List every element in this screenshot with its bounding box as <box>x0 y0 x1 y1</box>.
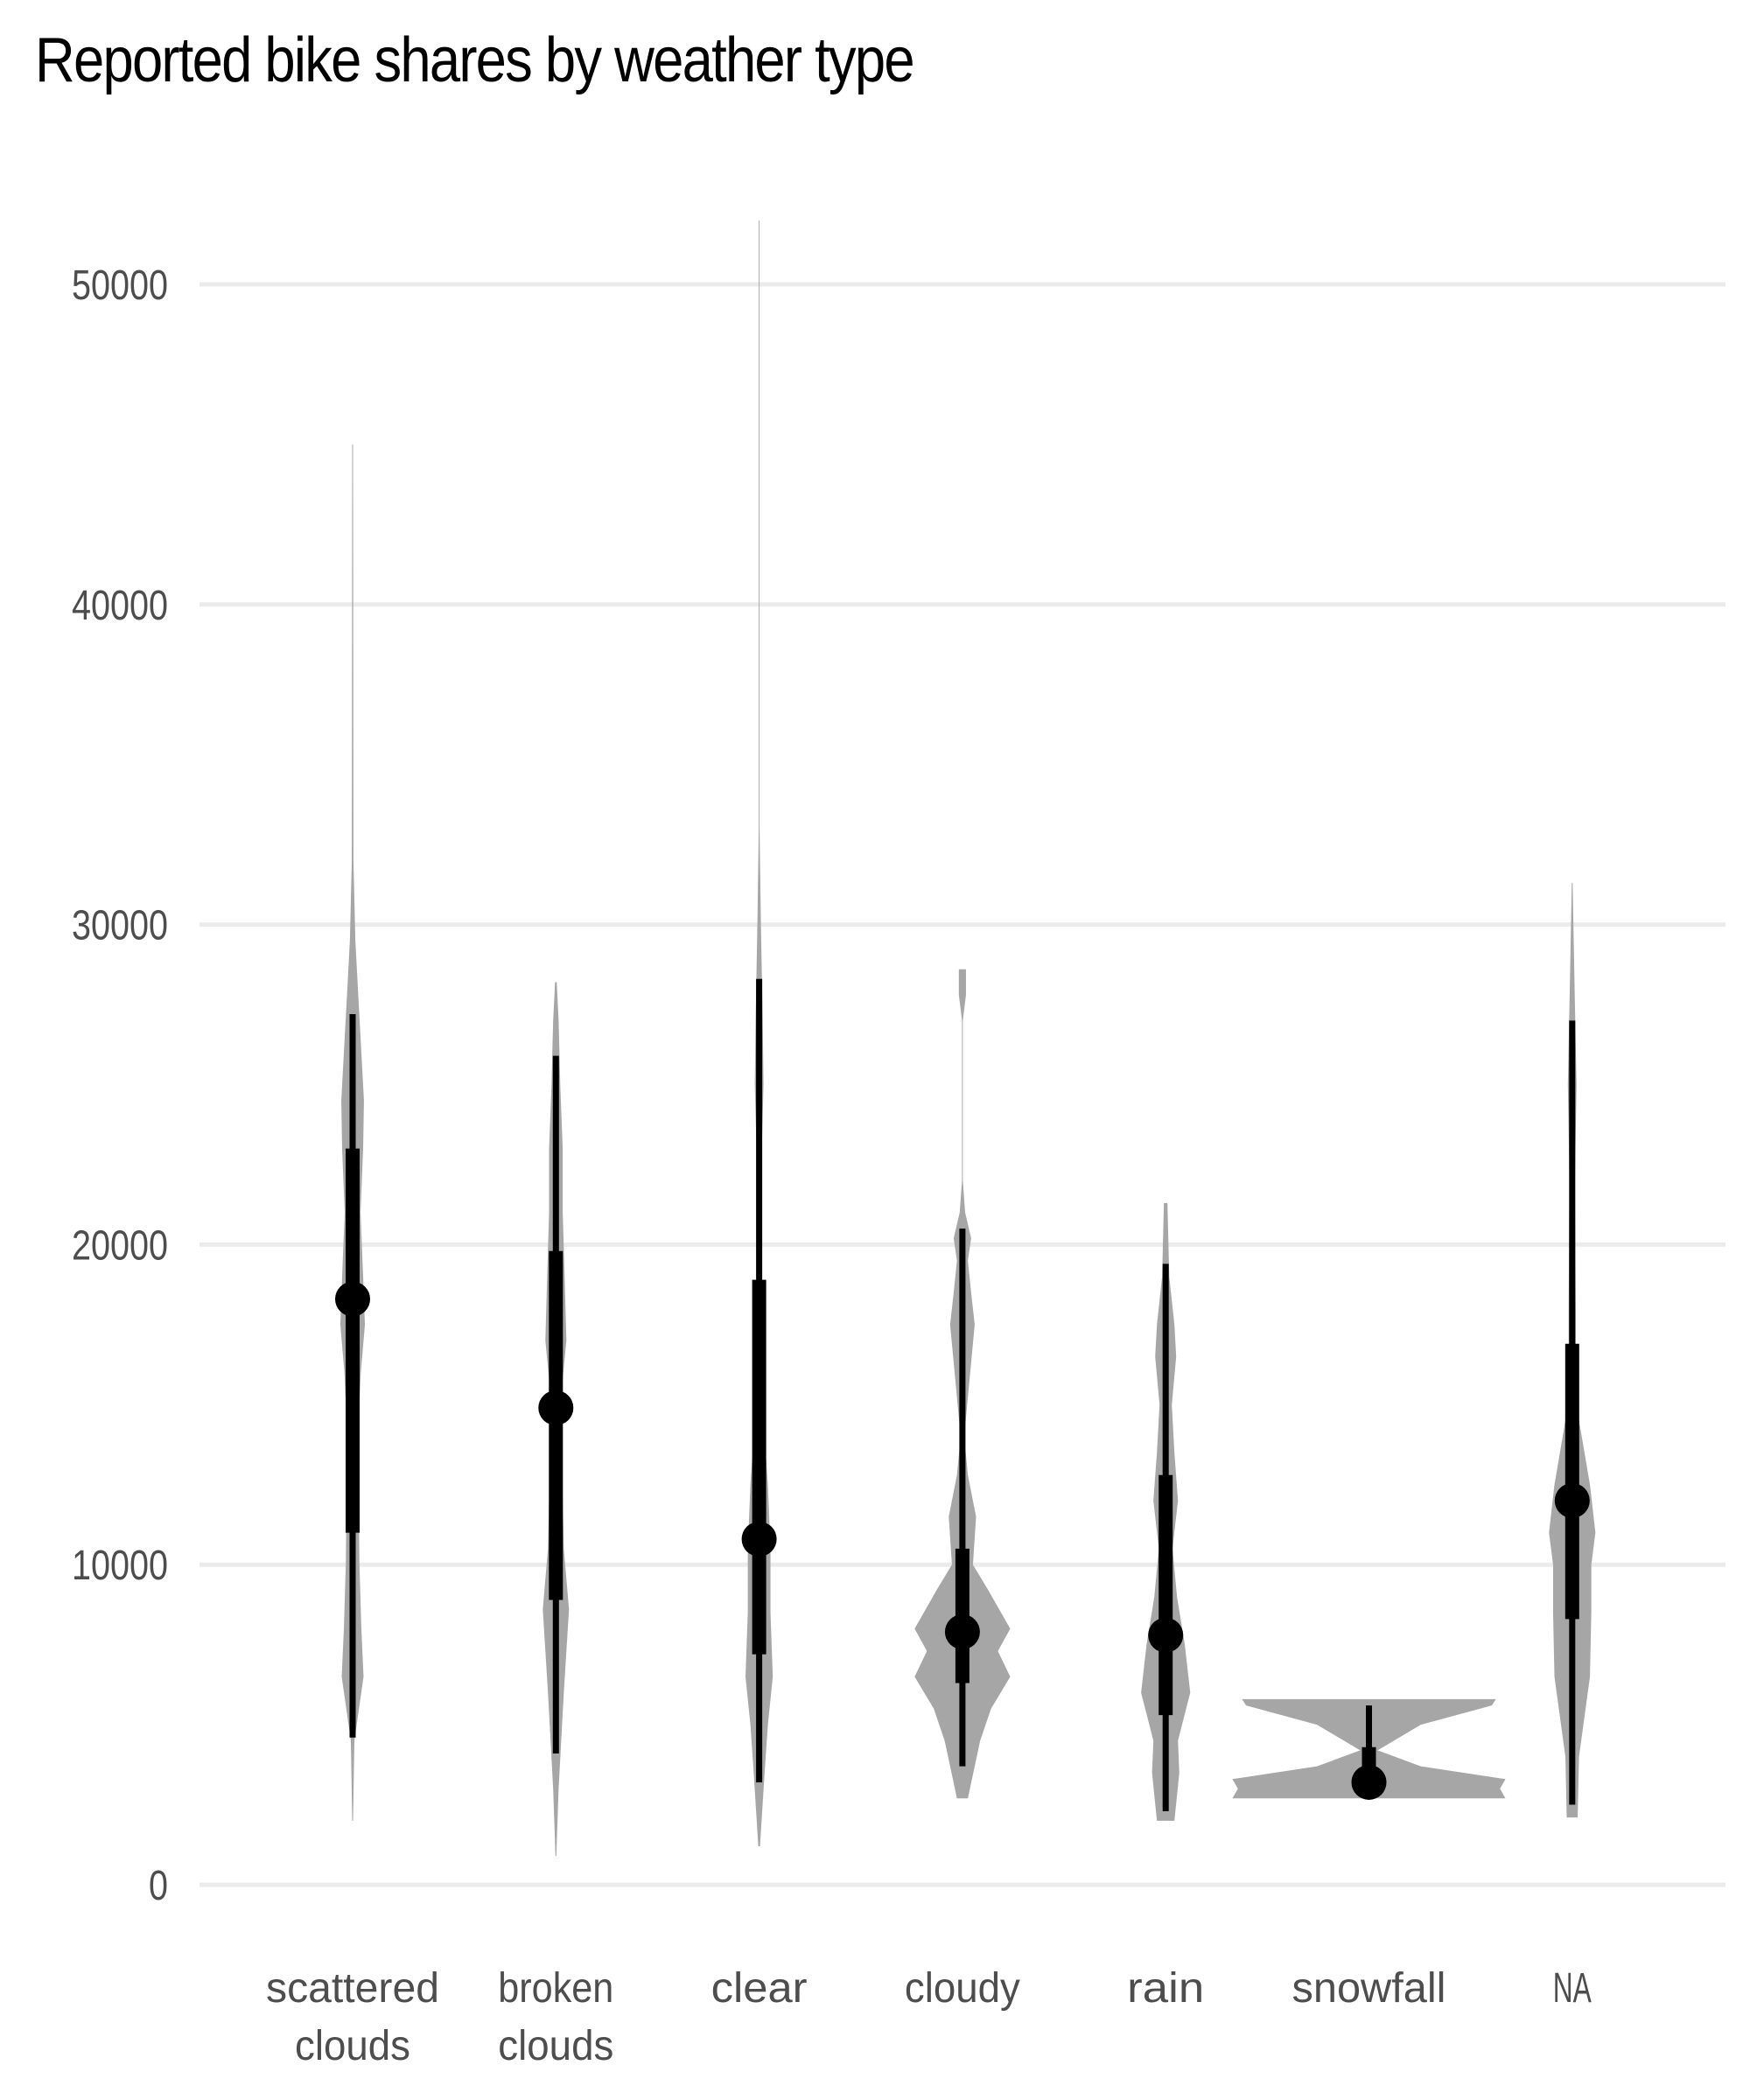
y-tick-label: 10000 <box>72 1543 168 1589</box>
violin-group-broken-clouds: broken clouds <box>498 982 613 2069</box>
violin-group-snowfall: snowfall <box>1232 1698 1506 2012</box>
x-tick-label: broken <box>498 1965 613 2012</box>
x-tick-label: clouds <box>295 2023 410 2069</box>
median-point <box>1351 1764 1387 1800</box>
x-tick-label: cloudy <box>905 1965 1020 2012</box>
chart-title: Reported bike shares by weather type <box>35 25 915 95</box>
violin-group-rain: rain <box>1127 1202 1204 2012</box>
median-point <box>944 1614 980 1650</box>
x-tick-label: clouds <box>498 2023 613 2069</box>
x-tick-label: NA <box>1553 1965 1592 2012</box>
y-tick-label: 30000 <box>72 903 168 949</box>
y-tick-label: 0 <box>149 1863 168 1909</box>
violin-group-na: NA <box>1549 883 1596 2012</box>
median-point <box>1148 1617 1184 1653</box>
y-tick-label: 50000 <box>72 262 168 309</box>
violin-group-clear: clear <box>711 220 808 2012</box>
x-tick-label: scattered <box>266 1965 439 2012</box>
median-point <box>538 1390 574 1425</box>
x-tick-label: clear <box>711 1965 808 2012</box>
violin-group-scattered-clouds: scattered clouds <box>266 444 439 2069</box>
violin-group-cloudy: cloudy <box>905 969 1020 2012</box>
x-tick-label: snowfall <box>1292 1965 1446 2012</box>
x-tick-label: rain <box>1127 1965 1204 2012</box>
median-point <box>335 1281 370 1317</box>
median-point <box>1554 1483 1590 1519</box>
median-point <box>741 1521 777 1557</box>
y-tick-label: 20000 <box>72 1222 168 1269</box>
y-tick-label: 40000 <box>72 583 168 629</box>
